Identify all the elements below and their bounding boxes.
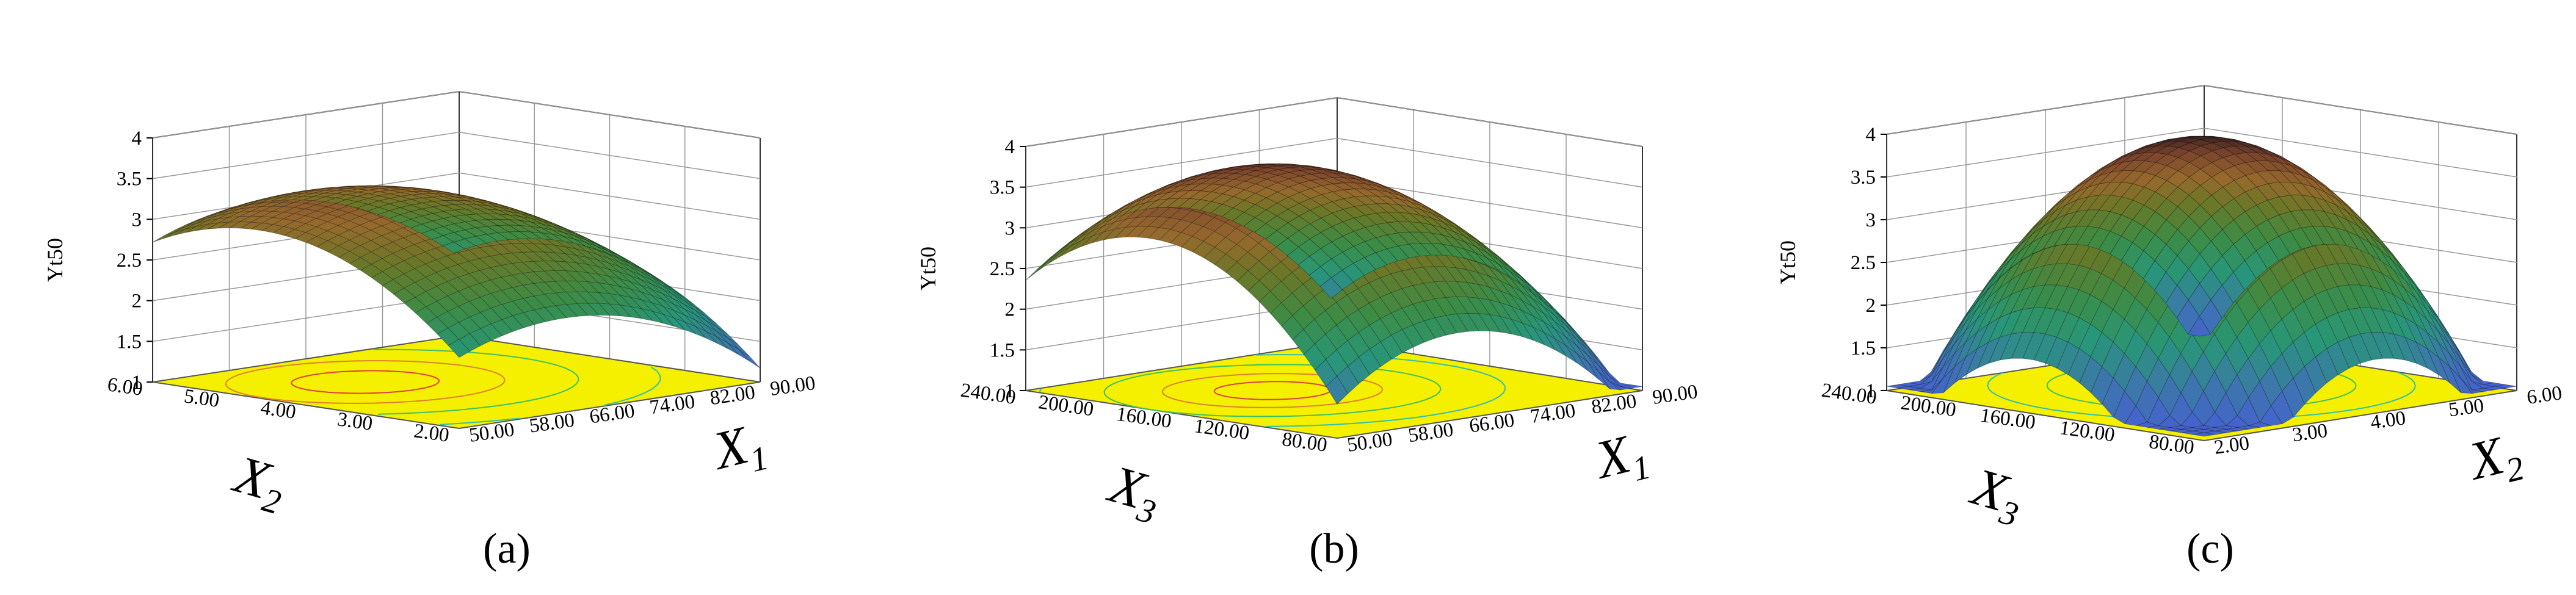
wall-gridline — [1025, 97, 1643, 147]
y-tick-label: 3.00 — [336, 408, 374, 435]
surface-facet — [2188, 316, 2211, 337]
wall-gridline — [1886, 85, 2517, 135]
z-tick-label: 2.5 — [117, 250, 142, 272]
floor-contour — [1161, 373, 1384, 408]
floor-contour — [225, 360, 506, 404]
y-axis-title: X3 — [1962, 456, 2030, 534]
x-tick-label: 5.00 — [2447, 395, 2485, 422]
x-tick-label: 4.00 — [2369, 407, 2407, 434]
y-axis: 2.00 3.00 4.00 5.00 6.00 X2 — [106, 373, 451, 522]
z-tick-label: 1 — [1005, 380, 1015, 402]
surface-facet — [1036, 253, 1059, 272]
y-axis-title: X3 — [1100, 454, 1167, 532]
z-tick-label: 3 — [132, 209, 142, 231]
z-tick-label: 1.5 — [117, 331, 142, 353]
z-axis: 1 1.5 2 2.5 3 3.5 4 Yt50 — [1776, 124, 1887, 402]
x-axis-title: X1 — [1588, 420, 1654, 497]
wall-gridline — [152, 131, 761, 179]
wall-gridline — [1025, 137, 1643, 188]
z-tick-label: 3.5 — [990, 177, 1015, 199]
z-tick-label: 2.5 — [990, 258, 1015, 280]
panel-caption: (c) — [2186, 525, 2234, 572]
z-axis: 1 1.5 2 2.5 3 3.5 4 Yt50 — [916, 136, 1026, 402]
x-tick-label: 3.00 — [2291, 420, 2329, 447]
z-tick-label: 4 — [132, 128, 142, 150]
z-axis-label: Yt50 — [43, 238, 67, 282]
z-tick-label: 4 — [1866, 124, 1876, 146]
response-surface — [1886, 135, 2517, 437]
contour-floor — [152, 334, 761, 430]
z-tick-label: 1.5 — [1851, 337, 1876, 359]
y-tick-label: 5.00 — [183, 385, 220, 412]
wall-gridline — [152, 91, 761, 139]
y-tick-label: 6.00 — [106, 373, 144, 400]
surface-facet — [1048, 246, 1070, 264]
z-tick-label: 2 — [1005, 299, 1015, 321]
x-tick-label: 2.00 — [2213, 432, 2251, 459]
z-tick-label: 2 — [132, 290, 142, 312]
z-tick-label: 2.5 — [1851, 252, 1876, 274]
panel-caption: (b) — [1309, 525, 1359, 572]
response-surface — [1025, 163, 1643, 405]
z-tick-label: 3.5 — [1851, 167, 1876, 189]
x-tick-label: 6.00 — [2525, 382, 2563, 409]
z-tick-label: 4 — [1005, 136, 1015, 158]
z-tick-label: 3 — [1866, 209, 1876, 231]
surface-facet — [738, 348, 761, 369]
z-axis-label: Yt50 — [916, 247, 940, 290]
z-tick-label: 1.5 — [990, 339, 1015, 361]
panel-caption: (a) — [483, 525, 531, 572]
x-axis: 2.00 3.00 4.00 5.00 6.00 X2 — [2213, 382, 2563, 498]
x-tick-label: 90.00 — [1651, 381, 1699, 409]
y-tick-label: 4.00 — [259, 397, 297, 424]
x-axis-title: X1 — [706, 411, 772, 488]
x-tick-label: 90.00 — [769, 372, 817, 400]
floor-contour — [1103, 364, 1442, 417]
z-tick-label: 1 — [1866, 380, 1876, 402]
x-axis-title: X2 — [2462, 422, 2528, 498]
z-tick-label: 2 — [1866, 295, 1876, 317]
response-surface — [152, 185, 761, 369]
floor-contour — [1213, 381, 1332, 400]
y-tick-label: 2.00 — [413, 420, 451, 447]
z-tick-label: 3.5 — [117, 168, 142, 190]
surface-facet — [442, 242, 465, 253]
floor-contour — [291, 370, 440, 394]
wall-gridline — [1886, 128, 2517, 178]
z-axis-label: Yt50 — [1776, 240, 1800, 284]
floor-contour — [440, 366, 661, 425]
z-axis: 1 1.5 2 2.5 3 3.5 4 Yt50 — [43, 128, 153, 394]
surface-facet — [1319, 277, 1343, 299]
surface-facet — [152, 232, 175, 243]
y-axis-title: X2 — [225, 444, 292, 522]
z-tick-label: 1 — [132, 372, 142, 394]
z-tick-label: 3 — [1005, 217, 1015, 239]
